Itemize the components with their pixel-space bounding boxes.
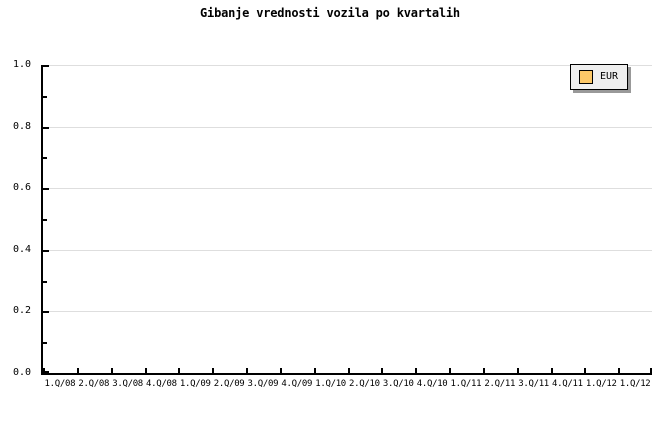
x-axis-tick (178, 368, 181, 373)
x-axis-tick (449, 368, 451, 373)
y-axis-major-tick (43, 188, 49, 191)
y-axis-tick-label: 0.0 (12, 367, 31, 378)
x-axis-tick (550, 368, 553, 373)
x-axis-tick (584, 368, 587, 373)
y-axis-tick-label: 0.4 (12, 243, 31, 255)
y-axis-major-tick (43, 65, 49, 67)
y-axis-major-tick (43, 126, 49, 129)
x-axis-tick-label: 2.Q/09 (213, 379, 245, 389)
y-axis-major-tick (43, 371, 49, 373)
x-axis-tick-label: 4.Q/09 (281, 379, 313, 389)
x-axis-tick-label: 2.Q/08 (78, 379, 110, 389)
y-axis-minor-tick (43, 95, 47, 98)
x-axis-tick (279, 368, 282, 373)
x-axis-tick (246, 368, 248, 373)
y-axis-tick-label: 0.6 (12, 182, 31, 194)
x-axis-tick (144, 368, 147, 373)
gridline (43, 188, 652, 190)
y-axis-minor-tick (43, 157, 47, 160)
x-axis-tick-label: 1.Q/11 (450, 379, 482, 389)
x-axis-tick (212, 368, 215, 373)
x-axis-tick-label: 4.Q/08 (146, 379, 177, 389)
x-axis-tick (650, 368, 652, 373)
x-axis-tick (43, 368, 45, 373)
gridline (43, 65, 652, 66)
x-axis-tick-label: 1.Q/12 (619, 379, 651, 389)
x-axis-tick-label: 2.Q/10 (349, 379, 380, 389)
x-axis-tick-label: 1.Q/12 (585, 379, 617, 389)
x-axis-tick-label: 3.Q/09 (247, 379, 279, 389)
x-axis-tick (347, 368, 350, 373)
y-axis-minor-tick (43, 219, 47, 221)
gridline (43, 311, 652, 313)
x-axis-tick (76, 368, 79, 373)
y-axis-minor-tick (43, 280, 47, 283)
x-axis-tick-label: 1.Q/09 (179, 379, 211, 389)
x-axis-tick (313, 368, 316, 373)
x-axis-tick-label: 1.Q/08 (44, 379, 76, 389)
y-axis-tick-label: 0.2 (12, 305, 31, 317)
x-axis-tick (110, 368, 113, 373)
y-axis-major-tick (43, 249, 49, 252)
x-axis-tick-label: 3.Q/10 (382, 379, 414, 389)
gridline (43, 126, 652, 128)
series-swatch-icon (579, 70, 593, 84)
x-axis-tick (516, 368, 519, 373)
x-axis-tick-label: 3.Q/08 (112, 379, 143, 389)
y-axis-tick-label: 1.0 (12, 59, 31, 70)
gridline (43, 249, 652, 251)
x-axis-tick (482, 368, 485, 373)
x-axis-tick (381, 368, 384, 373)
x-axis-tick (618, 368, 621, 373)
x-axis-tick-label: 4.Q/11 (552, 379, 583, 389)
plot-area (41, 65, 652, 375)
x-axis-tick-label: 2.Q/11 (484, 379, 516, 389)
x-axis-tick-label: 4.Q/10 (416, 379, 448, 389)
x-axis-tick (415, 368, 418, 373)
legend: EUR (570, 64, 629, 90)
y-axis-major-tick (43, 311, 49, 314)
x-axis-tick-label: 3.Q/11 (518, 379, 549, 389)
y-axis-tick-label: 0.8 (12, 120, 31, 132)
chart-title: Gibanje vrednosti vozila po kvartalih (200, 6, 460, 20)
x-axis-tick-label: 1.Q/10 (315, 379, 346, 389)
y-axis-minor-tick (43, 342, 47, 345)
legend-item-label: EUR (600, 71, 619, 82)
